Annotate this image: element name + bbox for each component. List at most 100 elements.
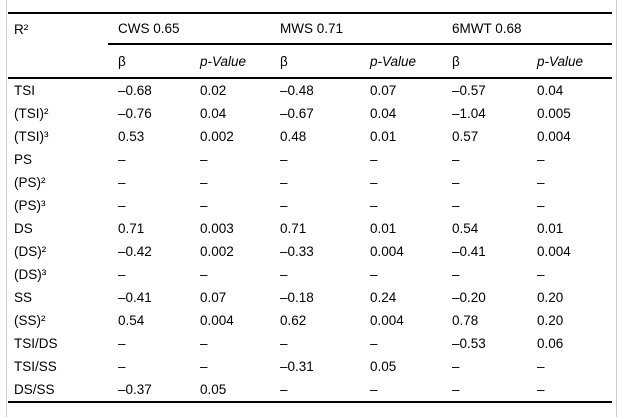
- cell: –: [537, 267, 545, 282]
- subheader-pvalue-6mwt: p-Value: [527, 44, 612, 79]
- cell: 0.004: [370, 313, 404, 328]
- cell: 0.004: [537, 244, 571, 259]
- cell: –: [118, 175, 126, 190]
- cell: –0.48: [280, 83, 314, 98]
- table-row: (DS)³ – – – – – –: [8, 263, 612, 286]
- cell: –0.76: [118, 106, 152, 121]
- group-header-mws: MWS 0.71: [270, 13, 442, 45]
- cell: –0.57: [452, 83, 486, 98]
- cell: –: [280, 267, 288, 282]
- cell: 0.002: [200, 244, 234, 259]
- cell: 0.20: [537, 313, 564, 328]
- cell: –0.33: [280, 244, 314, 259]
- cell: 0.04: [200, 106, 227, 121]
- cell: –: [452, 359, 460, 374]
- cell: 0.05: [370, 359, 397, 374]
- table-row: (DS)² –0.42 0.002 –0.33 0.004 –0.41 0.00…: [8, 240, 612, 263]
- row-label: (PS)³: [14, 198, 46, 213]
- cell: –: [280, 152, 288, 167]
- cell: 0.20: [537, 290, 564, 305]
- cell: –: [452, 382, 460, 397]
- subheader-pvalue-cws: p-Value: [190, 44, 270, 79]
- row-label: (PS)²: [14, 175, 46, 190]
- group-header-6mwt: 6MWT 0.68: [442, 13, 612, 45]
- row-label: (DS)²: [14, 244, 47, 259]
- table-row: PS – – – – – –: [8, 148, 612, 171]
- cell: –: [200, 267, 208, 282]
- cell: –: [370, 198, 378, 213]
- cell: –: [452, 267, 460, 282]
- corner-label-r2: R²: [14, 21, 29, 37]
- row-label: (TSI)³: [14, 129, 49, 144]
- row-label: TSI/SS: [14, 359, 57, 374]
- subheader-pvalue-mws: p-Value: [360, 44, 442, 79]
- cell: –0.31: [280, 359, 314, 374]
- cell: 0.05: [200, 382, 227, 397]
- cell: –: [537, 198, 545, 213]
- row-label: SS: [14, 290, 33, 305]
- cell: 0.01: [537, 221, 564, 236]
- table-row: (PS)³ – – – – – –: [8, 194, 612, 217]
- cell: 0.71: [118, 221, 145, 236]
- cell: 0.01: [370, 129, 397, 144]
- cell: –0.53: [452, 336, 486, 351]
- cell: –: [370, 175, 378, 190]
- cell: 0.004: [370, 244, 404, 259]
- row-label: (TSI)²: [14, 106, 49, 121]
- cell: 0.53: [118, 129, 145, 144]
- cell: 0.04: [537, 83, 564, 98]
- cell: –: [200, 336, 208, 351]
- cell: 0.78: [452, 313, 479, 328]
- cell: –: [280, 382, 288, 397]
- cell: –0.41: [452, 244, 486, 259]
- table-row: TSI/SS – – –0.31 0.05 – –: [8, 355, 612, 378]
- cell: –: [452, 198, 460, 213]
- cell: –: [118, 359, 126, 374]
- table-row: DS/SS –0.37 0.05 – – – –: [8, 378, 612, 402]
- cell: –: [370, 382, 378, 397]
- cell: –: [537, 359, 545, 374]
- cell: 0.01: [370, 221, 397, 236]
- row-label: TSI: [14, 83, 36, 98]
- cell: –: [200, 359, 208, 374]
- subheader-blank: [8, 44, 108, 79]
- table-row: (SS)² 0.54 0.004 0.62 0.004 0.78 0.20: [8, 309, 612, 332]
- cell: –: [118, 267, 126, 282]
- table-row: TSI –0.68 0.02 –0.48 0.07 –0.57 0.04: [8, 78, 612, 102]
- cell: 0.06: [537, 336, 564, 351]
- row-label: (SS)²: [14, 313, 46, 328]
- cell: 0.005: [537, 106, 571, 121]
- row-label: PS: [14, 152, 33, 167]
- cell: –0.18: [280, 290, 314, 305]
- cell: –: [370, 336, 378, 351]
- cell: 0.57: [452, 129, 479, 144]
- regression-results-table: R² CWS 0.65 MWS 0.71 6MWT 0.68 β p-Value…: [8, 12, 612, 403]
- subheader-beta-cws: β: [108, 44, 190, 79]
- cell: –1.04: [452, 106, 486, 121]
- cell: –: [200, 152, 208, 167]
- cell: –0.37: [118, 382, 152, 397]
- cell: 0.62: [280, 313, 307, 328]
- cell: –: [537, 152, 545, 167]
- row-label: DS: [14, 221, 33, 236]
- cell: –: [200, 175, 208, 190]
- table-row: (TSI)³ 0.53 0.002 0.48 0.01 0.57 0.004: [8, 125, 612, 148]
- cell: –0.68: [118, 83, 152, 98]
- cell: –: [370, 267, 378, 282]
- cell: –: [280, 336, 288, 351]
- row-label: (DS)³: [14, 267, 47, 282]
- cell: 0.002: [200, 129, 234, 144]
- cell: –: [452, 175, 460, 190]
- group-header-cws: CWS 0.65: [108, 13, 270, 45]
- cell: 0.04: [370, 106, 397, 121]
- group-header-row: R² CWS 0.65 MWS 0.71 6MWT 0.68: [8, 13, 612, 45]
- row-label: DS/SS: [14, 382, 55, 397]
- table-row: SS –0.41 0.07 –0.18 0.24 –0.20 0.20: [8, 286, 612, 309]
- cell: –: [118, 198, 126, 213]
- cell: –: [118, 152, 126, 167]
- cell: –: [280, 175, 288, 190]
- cell: –: [537, 175, 545, 190]
- cell: 0.004: [537, 129, 571, 144]
- cell: –: [118, 336, 126, 351]
- cell: –0.41: [118, 290, 152, 305]
